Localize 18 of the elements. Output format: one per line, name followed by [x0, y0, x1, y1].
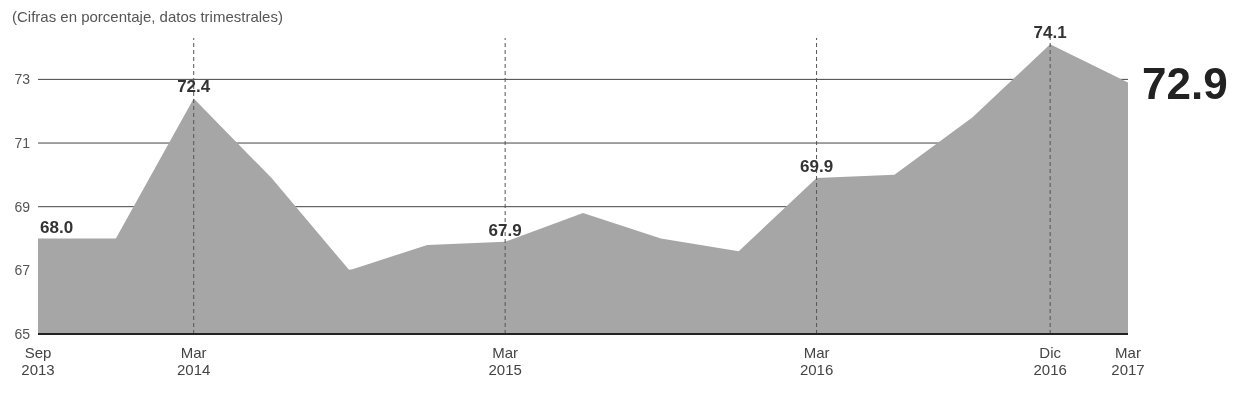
x-tick-label: Sep 2013: [21, 344, 55, 378]
x-tick-label: Mar 2016: [799, 344, 834, 378]
y-tick-label: 69: [14, 198, 31, 215]
text: 67.9: [488, 220, 522, 240]
text: 68.0: [40, 217, 74, 237]
x-tick-label: Mar 2014: [177, 344, 211, 378]
text: 69.9: [800, 157, 834, 177]
chart-subtitle: (Cifras en porcentaje, datos trimestrales): [12, 8, 283, 25]
y-tick-label: 65: [14, 325, 31, 342]
text: 72.4: [177, 77, 211, 97]
text: 74.1: [1033, 23, 1067, 43]
x-tick-label: Mar 2017: [1111, 344, 1145, 378]
x-tick-label: Dic 2016: [1033, 344, 1067, 378]
y-tick-label: 67: [14, 262, 31, 279]
y-tick-label: 73: [14, 71, 31, 88]
y-tick-label: 71: [14, 135, 31, 151]
text: 72.9: [1142, 58, 1228, 108]
x-tick-label: Mar 2015: [488, 344, 522, 378]
